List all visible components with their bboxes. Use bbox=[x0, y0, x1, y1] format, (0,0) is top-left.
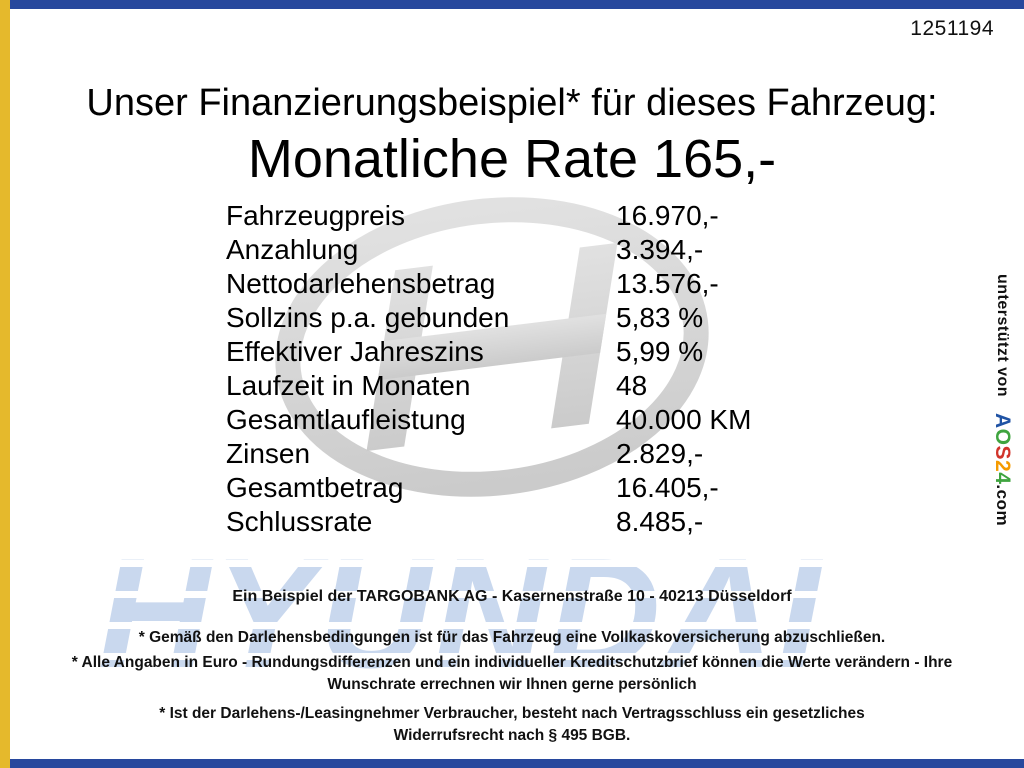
bottom-border-bar bbox=[10, 759, 1024, 768]
hyundai-wordmark-watermark: HYUNDAI bbox=[98, 527, 823, 701]
table-row: Laufzeit in Monaten 48 bbox=[226, 369, 751, 403]
finance-note-insurance: * Gemäß den Darlehensbedingungen ist für… bbox=[138, 629, 886, 646]
monthly-rate-subtitle: Monatliche Rate 165,- bbox=[247, 129, 777, 189]
finance-value: 3.394,- bbox=[616, 234, 704, 265]
finance-value: 5,83 % bbox=[616, 302, 704, 333]
aos24-letter: 4 bbox=[991, 472, 1014, 485]
table-row: Anzahlung 3.394,- bbox=[226, 233, 751, 267]
finance-label: Gesamtbetrag bbox=[226, 472, 404, 503]
aos24-letter: S bbox=[991, 445, 1014, 461]
table-row: Zinsen 2.829,- bbox=[226, 437, 751, 471]
left-border-strip bbox=[0, 0, 10, 768]
table-row: Gesamtlaufleistung 40.000 KM bbox=[226, 403, 751, 437]
finance-label: Schlussrate bbox=[226, 506, 373, 537]
table-row: Nettodarlehensbetrag 13.576,- bbox=[226, 267, 751, 301]
aos24-logo: AOS24.com bbox=[991, 413, 1014, 526]
table-row: Schlussrate 8.485,- bbox=[226, 505, 751, 539]
table-row: Sollzins p.a. gebunden 5,83 % bbox=[226, 301, 751, 335]
aos24-domain-suffix: .com bbox=[993, 484, 1012, 527]
finance-table: Fahrzeugpreis 16.970,- Anzahlung 3.394,-… bbox=[226, 199, 751, 539]
finance-label: Anzahlung bbox=[226, 234, 359, 265]
finance-value: 48 bbox=[616, 370, 648, 401]
finance-label: Zinsen bbox=[226, 438, 311, 469]
finance-value: 40.000 KM bbox=[616, 404, 752, 435]
reference-number: 1251194 bbox=[910, 17, 994, 40]
aos24-letter: 2 bbox=[991, 460, 1014, 473]
page-title: Unser Finanzierungsbeispiel* für dieses … bbox=[86, 82, 938, 124]
aos24-letter: A bbox=[991, 413, 1014, 429]
finance-label: Gesamtlaufleistung bbox=[226, 404, 466, 435]
finance-note-withdrawal: * Ist der Darlehens-/Leasingnehmer Verbr… bbox=[159, 705, 865, 744]
finance-value: 2.829,- bbox=[616, 438, 704, 469]
finance-value: 16.405,- bbox=[616, 472, 719, 503]
finance-note-rounding: * Alle Angaben in Euro - Rundungsdiffere… bbox=[71, 654, 953, 693]
top-border-bar bbox=[10, 0, 1024, 9]
finance-label: Effektiver Jahreszins bbox=[226, 336, 484, 367]
finance-label: Sollzins p.a. gebunden bbox=[226, 302, 510, 333]
table-row: Effektiver Jahreszins 5,99 % bbox=[226, 335, 751, 369]
supported-by-sidebar: unterstützt von AOS24.com bbox=[990, 274, 1014, 594]
finance-value: 13.576,- bbox=[616, 268, 719, 299]
table-row: Fahrzeugpreis 16.970,- bbox=[226, 199, 751, 233]
supported-by-label: unterstützt von bbox=[994, 274, 1011, 398]
aos24-letter: O bbox=[991, 428, 1014, 446]
hyundai-symbol-watermark bbox=[275, 197, 709, 497]
finance-label: Fahrzeugpreis bbox=[226, 200, 405, 231]
bank-example-line: Ein Beispiel der TARGOBANK AG - Kasernen… bbox=[232, 588, 792, 605]
finance-value: 5,99 % bbox=[616, 336, 704, 367]
finance-value: 8.485,- bbox=[616, 506, 704, 537]
table-row: Gesamtbetrag 16.405,- bbox=[226, 471, 751, 505]
finance-label: Nettodarlehensbetrag bbox=[226, 268, 496, 299]
finance-value: 16.970,- bbox=[616, 200, 719, 231]
finance-label: Laufzeit in Monaten bbox=[226, 370, 471, 401]
